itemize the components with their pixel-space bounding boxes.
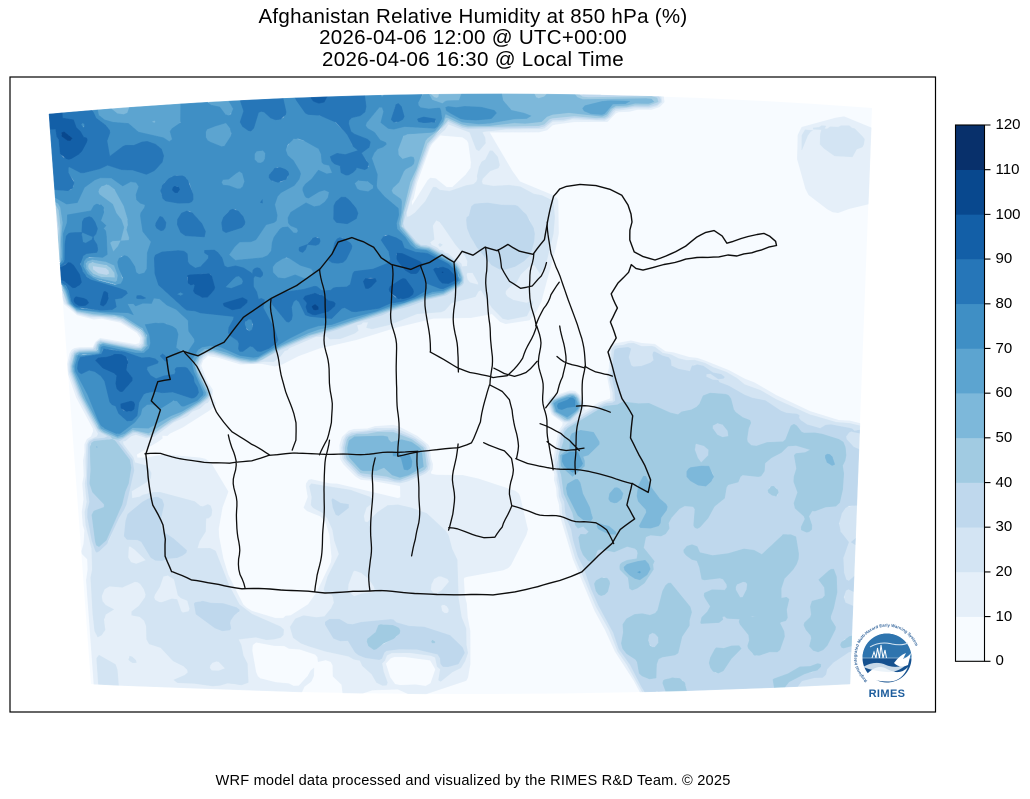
svg-text:RIMES: RIMES: [869, 688, 906, 700]
